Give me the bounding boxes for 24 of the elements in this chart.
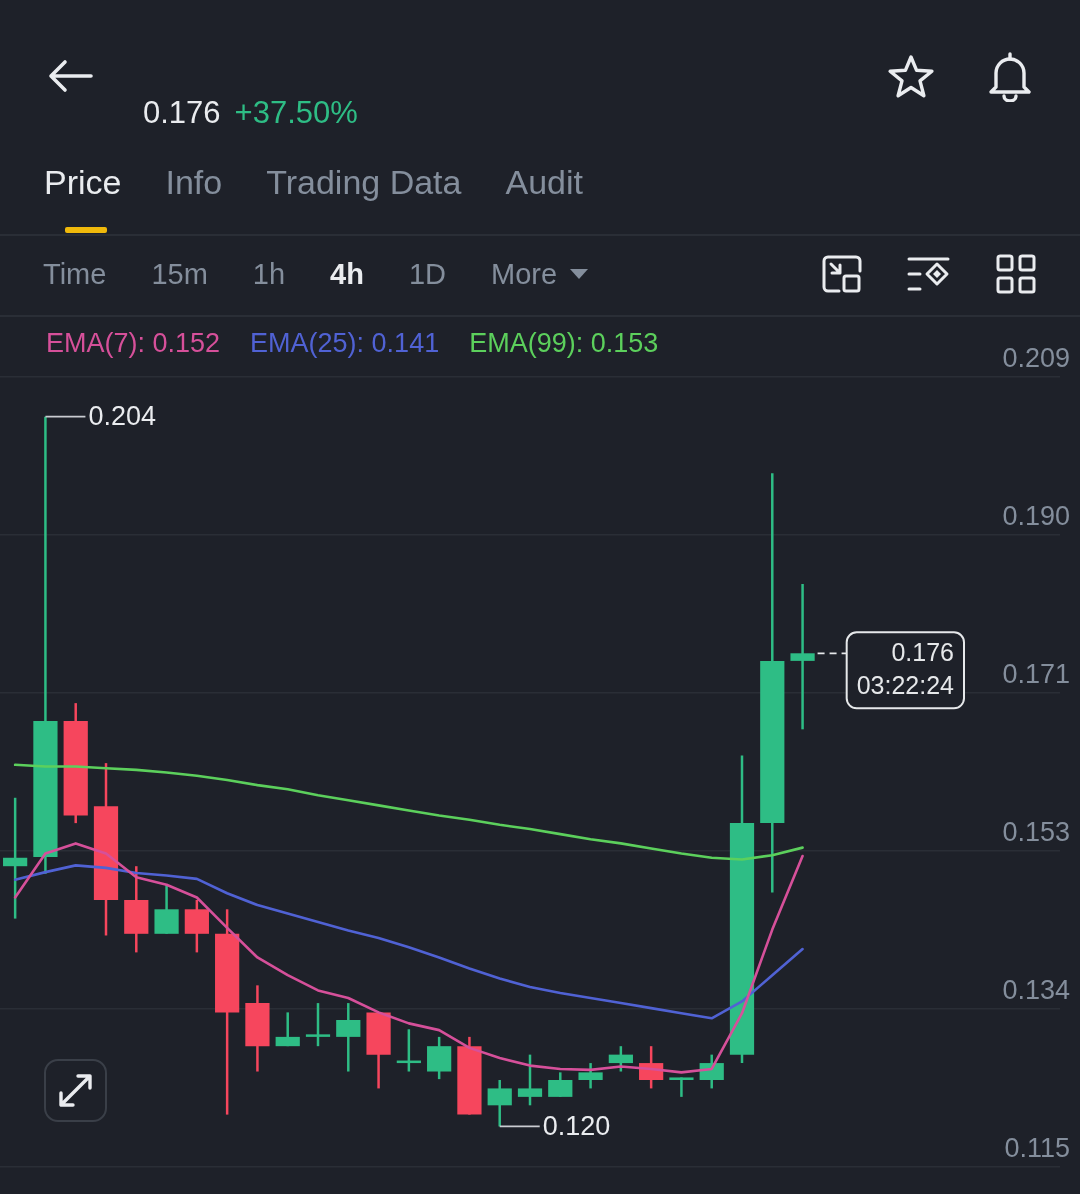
y-tick-label: 0.134	[1002, 975, 1070, 1006]
text: Trading Data	[266, 162, 462, 202]
text: EMA(25): 0.141	[250, 328, 440, 359]
text: 4h	[330, 257, 364, 291]
text: 1D	[408, 257, 446, 291]
y-tick-label: 0.209	[1002, 343, 1070, 374]
text: +37.50%	[234, 95, 358, 131]
ref-line-label: 0.176 03:22:24	[856, 637, 955, 699]
annotation: 0.204	[88, 401, 157, 432]
text: Audit	[505, 162, 583, 202]
text: Price	[44, 162, 122, 202]
text: 1h	[252, 257, 286, 291]
text: Info	[165, 162, 223, 202]
text: 0.176	[143, 95, 221, 131]
y-tick-label: 0.153	[1002, 817, 1070, 848]
y-tick-label: 0.190	[1002, 501, 1070, 532]
text: EMA(7): 0.152	[46, 328, 221, 359]
annotation: 0.120	[542, 1110, 611, 1141]
text: 15m	[151, 257, 208, 291]
text: EMA(99): 0.153	[469, 328, 659, 359]
text: More	[490, 257, 558, 291]
y-tick-label: 0.115	[1004, 1133, 1070, 1164]
y-tick-label: 0.171	[1002, 659, 1070, 690]
text: Time	[43, 257, 107, 291]
